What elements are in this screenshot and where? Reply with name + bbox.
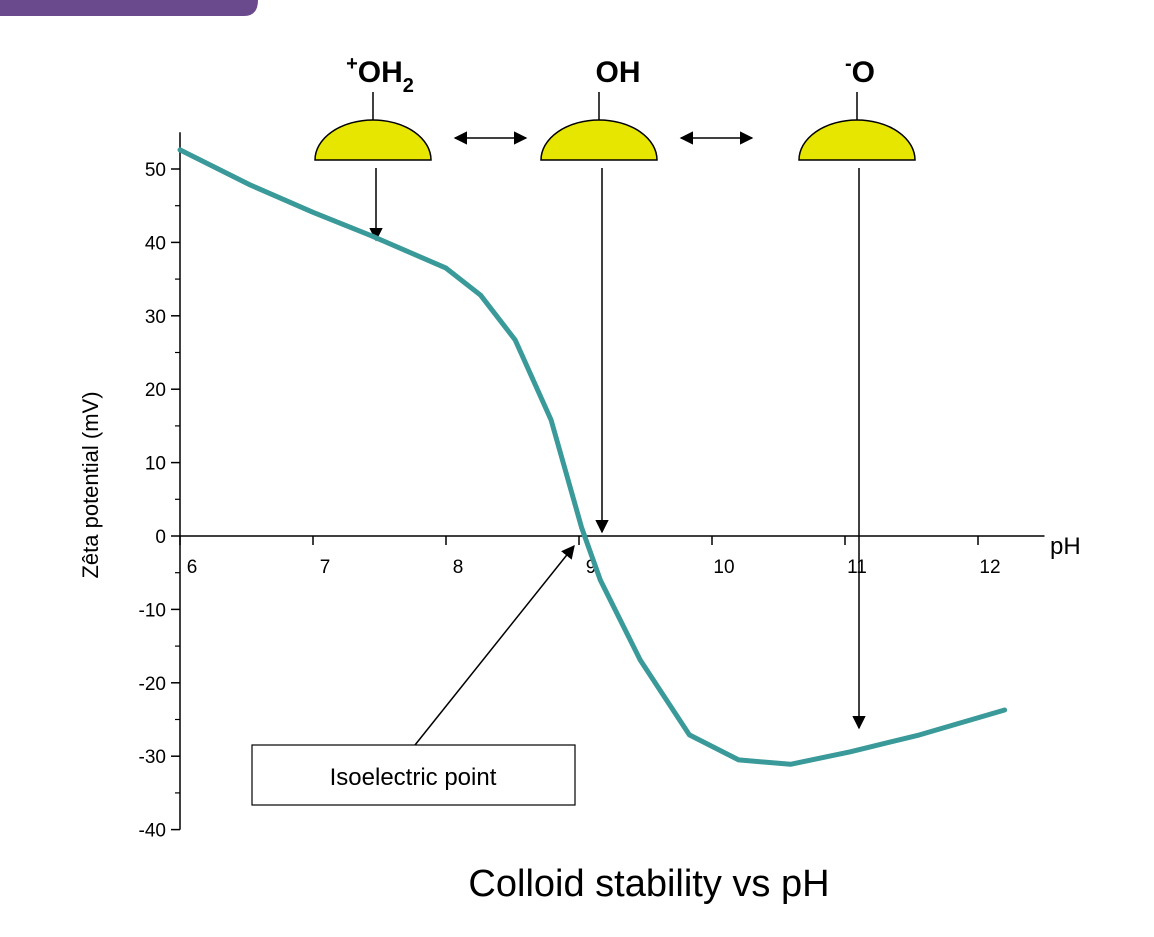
formula: OH xyxy=(358,56,403,89)
y-tick-label: -20 xyxy=(139,674,166,695)
x-axis-label: pH xyxy=(1050,533,1081,560)
y-tick-label: -10 xyxy=(139,600,166,621)
surface-group-label: -O xyxy=(845,53,875,89)
annotation: Isoelectric point xyxy=(330,764,497,791)
arrows xyxy=(369,131,866,746)
annotation-box xyxy=(251,744,576,806)
x-tick-label: 8 xyxy=(453,557,464,578)
charge: + xyxy=(346,53,358,75)
y-tick-label: 40 xyxy=(145,233,166,254)
x-tick-label: 6 xyxy=(187,557,198,578)
y-axis-label: Zêta potential (mV) xyxy=(78,391,103,578)
data-line xyxy=(177,147,1008,767)
x-tick-label: 12 xyxy=(979,557,1000,578)
subscript: 2 xyxy=(403,75,414,97)
y-tick-label: -40 xyxy=(139,821,166,842)
y-tick-label: 10 xyxy=(145,454,166,475)
x-tick-label: 7 xyxy=(320,557,331,578)
x-tick-label: 10 xyxy=(713,557,734,578)
y-tick-label: 0 xyxy=(155,527,166,548)
plot-area: -40 -30 -20 -10 0 10 20 30 40 50 6 7 8 9 10 11 12 xyxy=(139,132,1045,842)
x-tick-label: 11 xyxy=(847,557,867,578)
header-tab xyxy=(0,0,258,16)
surface-group-label: +OH2 xyxy=(346,53,414,97)
y-tick-label: 50 xyxy=(145,160,166,181)
formula: O xyxy=(852,56,875,89)
surface-group-label: OH xyxy=(596,56,641,89)
surface-diagram xyxy=(314,92,916,161)
y-tick-label: -30 xyxy=(139,747,166,768)
charge: - xyxy=(845,53,852,75)
formula: OH xyxy=(596,56,641,89)
y-tick-label: 30 xyxy=(145,307,166,328)
chart-title: Colloid stability vs pH xyxy=(468,863,829,905)
x-tick-label: 9 xyxy=(586,557,597,578)
y-tick-label: 20 xyxy=(145,380,166,401)
